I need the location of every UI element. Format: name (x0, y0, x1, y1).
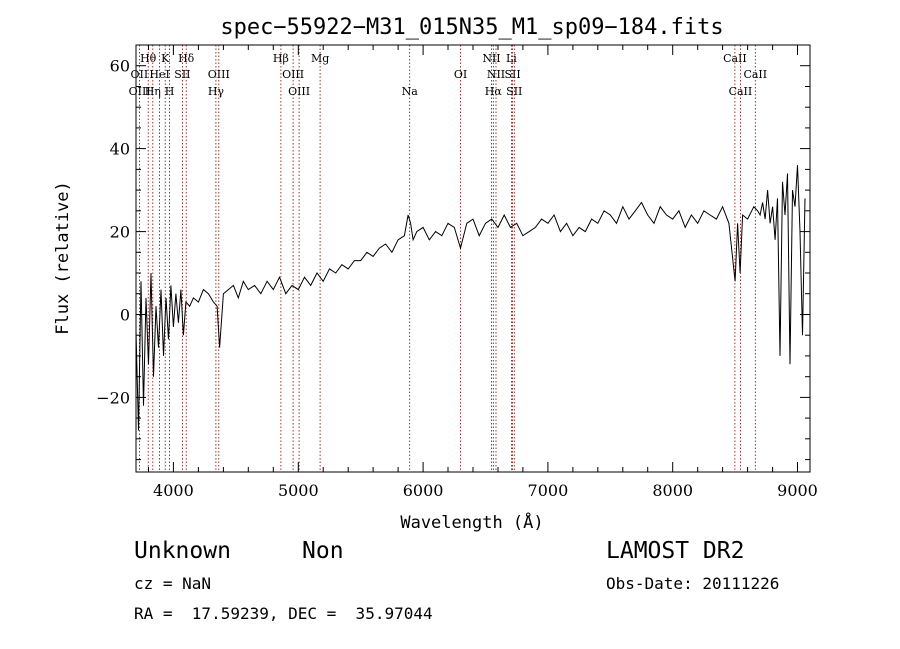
y-tick-label: 0 (120, 306, 130, 325)
line-label: SII (506, 85, 522, 98)
obs-date-text: Obs-Date: 20111226 (606, 574, 780, 593)
line-label: NII (487, 68, 505, 81)
line-label: Hθ (140, 52, 157, 65)
y-tick-label: −20 (96, 388, 130, 407)
line-label: OIII (208, 68, 230, 81)
line-label: Hγ (208, 85, 225, 98)
y-tick-label: 40 (110, 140, 130, 159)
y-tick-label: 20 (110, 223, 130, 242)
survey-name: LAMOST DR2 (606, 538, 745, 564)
line-label: CaII (729, 85, 753, 98)
line-markers (138, 45, 756, 472)
line-label: HeI (149, 68, 169, 81)
line-label: Mg (311, 52, 329, 65)
coordinates-text: RA = 17.59239, DEC = 35.97044 (134, 604, 433, 623)
line-label: OIII (129, 85, 151, 98)
line-label: OIII (282, 68, 304, 81)
line-label: K (161, 52, 170, 65)
line-label: Na (402, 85, 419, 98)
x-axis-label: Wavelength (Å) (400, 511, 543, 533)
object-subclass: Non (302, 538, 344, 564)
line-label: H (165, 85, 175, 98)
x-tick-label: 7000 (528, 481, 569, 500)
chart-title: spec−55922−M31_015N35_M1_sp09−184.fits (220, 15, 723, 40)
y-axis-label: Flux (relative) (53, 181, 73, 335)
line-label: Hα (485, 85, 503, 98)
y-axis: −20 0 20 40 60 (96, 44, 810, 461)
line-label: NII (482, 52, 500, 65)
line-label: OI (454, 68, 467, 81)
line-label: Li (506, 52, 517, 65)
line-label: SII (504, 68, 520, 81)
x-tick-label: 5000 (278, 481, 319, 500)
x-tick-label: 8000 (652, 481, 693, 500)
object-class: Unknown (134, 538, 231, 564)
line-labels: HθOIIOIIIHηHeIKHSIIHδOIIIHγHβOIIIOIIIMgN… (129, 52, 767, 98)
line-label: SII (174, 68, 190, 81)
line-label: OIII (288, 85, 310, 98)
x-tick-label: 9000 (777, 481, 818, 500)
x-tick-label: 4000 (153, 481, 194, 500)
redshift-text: cz = NaN (134, 574, 212, 593)
line-label: CaII (723, 52, 747, 65)
line-label: Hη (145, 85, 161, 98)
spectrum-trace (135, 165, 806, 431)
y-tick-label: 60 (110, 57, 130, 76)
line-label: OII (131, 68, 149, 81)
spectrum-trace-group (135, 165, 806, 431)
line-label: Hβ (273, 52, 289, 65)
plot-frame (135, 44, 811, 473)
line-label: CaII (743, 68, 767, 81)
x-axis: 4000 5000 6000 7000 8000 9000 (148, 45, 818, 500)
x-tick-label: 6000 (403, 481, 444, 500)
line-label: Hδ (178, 52, 195, 65)
